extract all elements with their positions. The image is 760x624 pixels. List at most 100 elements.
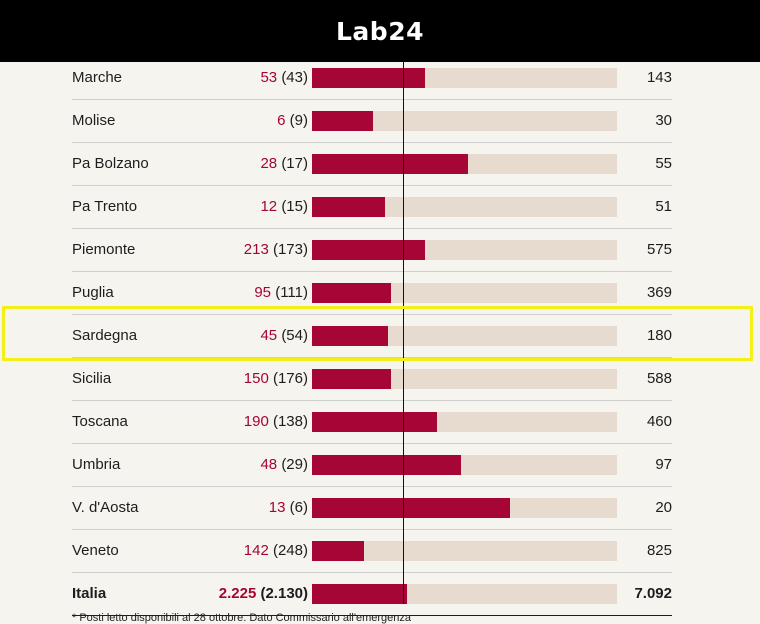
bar-track <box>312 326 617 346</box>
current-value: 213 <box>243 241 269 258</box>
table-row: Marche 53 (43) 143 <box>72 57 672 100</box>
total-beds-value: 7.092 <box>634 585 672 602</box>
bar-track <box>312 369 617 389</box>
previous-value: (173) <box>272 241 308 258</box>
total-beds-value: 20 <box>655 499 672 516</box>
total-beds-value: 825 <box>646 542 672 559</box>
total-beds-value: 97 <box>655 456 672 473</box>
region-values: 13 (6) <box>269 487 308 529</box>
bar-track <box>312 412 617 432</box>
total-beds-value: 369 <box>646 284 672 301</box>
previous-value: (2.130) <box>260 585 308 602</box>
occupancy-bar <box>312 369 391 389</box>
region-name: Marche <box>72 69 123 86</box>
table-row: Italia 2.225 (2.130) 7.092 <box>72 573 672 616</box>
region-values: 213 (173) <box>244 229 308 271</box>
table-row: Umbria 48 (29) 97 <box>72 444 672 487</box>
reference-line <box>403 62 404 604</box>
region-name: Sicilia <box>72 370 112 387</box>
table-row: Veneto 142 (248) 825 <box>72 530 672 573</box>
bar-track <box>312 541 617 561</box>
sardegna-highlight-box <box>2 306 753 361</box>
table-row: Piemonte 213 (173) 575 <box>72 229 672 272</box>
footnote: * Posti letto disponibili al 28 ottobre.… <box>72 612 411 624</box>
region-name: Italia <box>72 585 107 602</box>
region-name: Piemonte <box>72 241 136 258</box>
current-value: 2.225 <box>218 585 257 602</box>
region-values: 150 (176) <box>244 358 308 400</box>
region-name: Molise <box>72 112 116 129</box>
region-values: 2.225 (2.130) <box>219 573 308 615</box>
previous-value: (9) <box>289 112 308 129</box>
region-name: V. d'Aosta <box>72 499 139 516</box>
current-value: 28 <box>260 155 278 172</box>
current-value: 190 <box>243 413 269 430</box>
region-values: 53 (43) <box>260 57 308 99</box>
table-row: Molise 6 (9) 30 <box>72 100 672 143</box>
table-row: Pa Trento 12 (15) 51 <box>72 186 672 229</box>
region-name: Umbria <box>72 456 121 473</box>
occupancy-bar <box>312 283 391 303</box>
total-beds-value: 30 <box>655 112 672 129</box>
occupancy-bar <box>312 412 437 432</box>
bar-track <box>312 584 617 604</box>
previous-value: (29) <box>281 456 308 473</box>
current-value: 53 <box>260 69 278 86</box>
occupancy-bar <box>312 197 385 217</box>
region-values: 12 (15) <box>260 186 308 228</box>
occupancy-bar <box>312 455 461 475</box>
table-row: Toscana 190 (138) 460 <box>72 401 672 444</box>
table-row: Sardegna 45 (54) 180 <box>72 315 672 358</box>
previous-value: (111) <box>275 284 308 301</box>
bar-track <box>312 111 617 131</box>
bar-track <box>312 68 617 88</box>
total-beds-value: 588 <box>646 370 672 387</box>
previous-value: (248) <box>272 542 308 559</box>
region-values: 28 (17) <box>260 143 308 185</box>
total-beds-value: 143 <box>646 69 672 86</box>
occupancy-bar <box>312 541 364 561</box>
current-value: 12 <box>260 198 278 215</box>
previous-value: (6) <box>289 499 308 516</box>
bar-track <box>312 498 617 518</box>
previous-value: (176) <box>272 370 308 387</box>
current-value: 13 <box>268 499 286 516</box>
previous-value: (43) <box>281 69 308 86</box>
region-values: 45 (54) <box>260 315 308 357</box>
region-values: 48 (29) <box>260 444 308 486</box>
occupancy-bar <box>312 498 510 518</box>
occupancy-bar <box>312 154 468 174</box>
bar-track <box>312 283 617 303</box>
table-row: Sicilia 150 (176) 588 <box>72 358 672 401</box>
region-values: 95 (111) <box>254 272 308 314</box>
region-values: 6 (9) <box>277 100 308 142</box>
region-name: Toscana <box>72 413 128 430</box>
table-row: V. d'Aosta 13 (6) 20 <box>72 487 672 530</box>
top-bar: Lab24 <box>0 0 760 62</box>
region-values: 190 (138) <box>244 401 308 443</box>
region-name: Pa Trento <box>72 198 138 215</box>
previous-value: (138) <box>272 413 308 430</box>
table-row: Puglia 95 (111) 369 <box>72 272 672 315</box>
previous-value: (17) <box>281 155 308 172</box>
current-value: 48 <box>260 456 278 473</box>
region-name: Sardegna <box>72 327 138 344</box>
occupancy-bar <box>312 68 425 88</box>
lab24-logo[interactable]: Lab24 <box>336 16 424 46</box>
bar-track <box>312 455 617 475</box>
total-beds-value: 55 <box>655 155 672 172</box>
previous-value: (54) <box>281 327 308 344</box>
previous-value: (15) <box>281 198 308 215</box>
current-value: 150 <box>243 370 269 387</box>
region-values: 142 (248) <box>244 530 308 572</box>
bar-track <box>312 154 617 174</box>
occupancy-bar <box>312 584 407 604</box>
occupancy-bar <box>312 326 388 346</box>
current-value: 45 <box>260 327 278 344</box>
current-value: 95 <box>254 284 272 301</box>
occupancy-bar <box>312 240 425 260</box>
current-value: 142 <box>243 542 269 559</box>
total-beds-value: 180 <box>646 327 672 344</box>
region-name: Puglia <box>72 284 114 301</box>
total-beds-value: 51 <box>655 198 672 215</box>
